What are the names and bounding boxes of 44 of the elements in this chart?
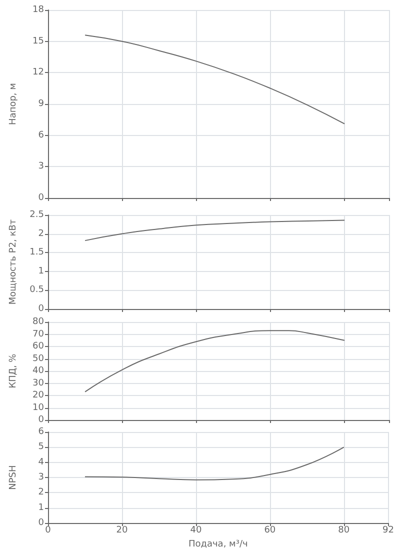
y-tick-label: 3 — [38, 162, 44, 172]
y-axis-title: КПД, % — [8, 353, 18, 388]
y-tick-label: 6 — [38, 427, 44, 437]
y-tick-label: 0 — [38, 518, 44, 528]
y-tick-label: 12 — [32, 68, 44, 78]
y-tick-label: 1 — [38, 266, 44, 276]
y-tick-label: 30 — [32, 378, 44, 388]
y-tick-label: 2 — [38, 488, 44, 498]
y-tick-label: 0.5 — [30, 285, 44, 296]
y-tick-label: 50 — [32, 354, 44, 364]
y-tick-label: 5 — [38, 442, 44, 452]
y-tick-label: 4 — [38, 457, 44, 468]
x-tick-label: 80 — [338, 526, 350, 536]
line-series — [84, 330, 346, 392]
y-tick-label: 0 — [38, 304, 44, 314]
y-tick-label: 9 — [38, 99, 44, 109]
y-tick-label: 6 — [38, 130, 44, 140]
x-tick-label: 40 — [190, 526, 202, 536]
x-axis-title: Подача, м³/ч — [188, 540, 248, 550]
y-axis-title: Мощность P2, кВт — [8, 219, 18, 305]
x-tick-label: 92 — [382, 526, 394, 536]
y-tick-label: 80 — [32, 317, 44, 327]
x-tick-label: 20 — [116, 526, 128, 536]
y-tick-label: 3 — [38, 472, 44, 483]
y-tick-label: 70 — [32, 329, 44, 340]
y-axis-title: NPSH — [8, 465, 18, 490]
y-tick-label: 10 — [32, 402, 44, 413]
line-series — [84, 34, 346, 124]
line-series — [84, 220, 346, 242]
y-tick-label: 18 — [32, 5, 44, 15]
y-tick-label: 0 — [38, 193, 44, 203]
x-tick-label: 0 — [45, 526, 52, 536]
y-tick-label: 2.5 — [30, 210, 44, 220]
y-tick-label: 20 — [32, 390, 44, 400]
y-tick-label: 2 — [38, 228, 44, 239]
y-axis-title: Напор, м — [8, 83, 18, 125]
line-series — [84, 446, 344, 480]
x-tick-label: 60 — [264, 526, 276, 536]
y-tick-label: 60 — [32, 342, 44, 352]
y-tick-label: 15 — [32, 36, 44, 46]
y-tick-label: 1.5 — [30, 248, 44, 258]
y-tick-label: 40 — [32, 366, 44, 376]
y-tick-label: 1 — [38, 502, 44, 513]
y-tick-label: 0 — [38, 415, 44, 425]
